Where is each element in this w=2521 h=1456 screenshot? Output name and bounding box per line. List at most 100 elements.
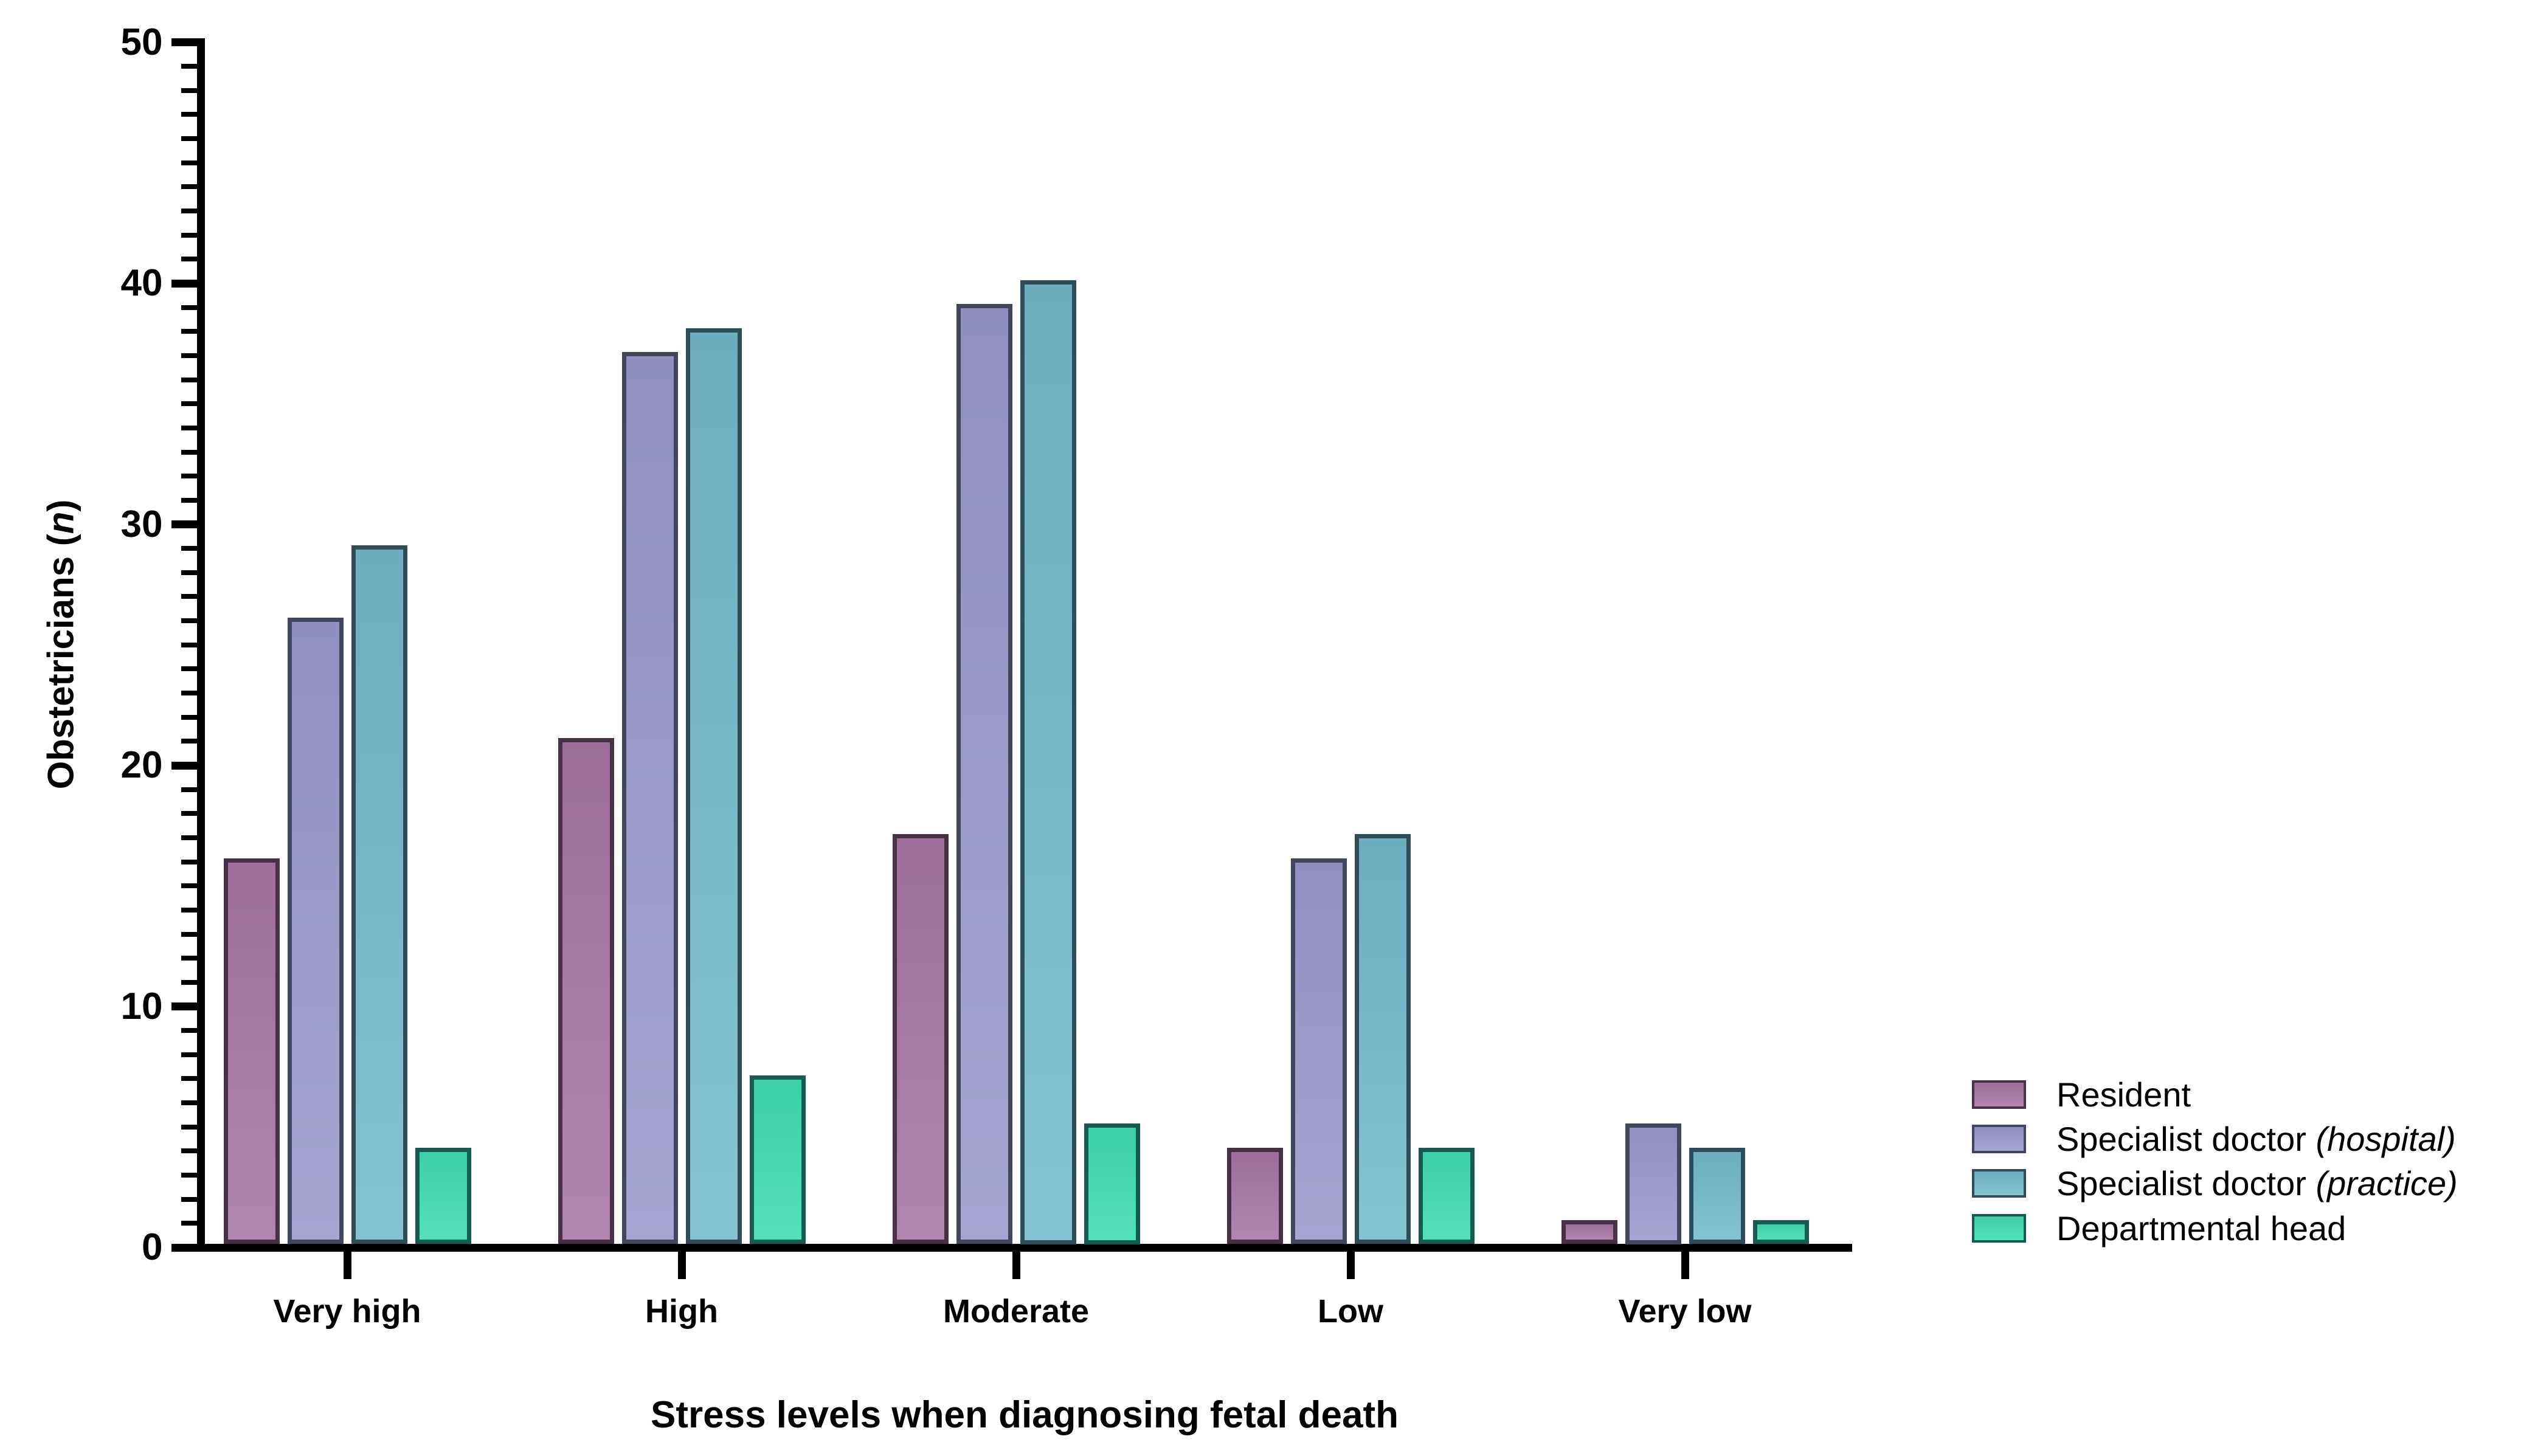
y-minor-tick [181,811,197,816]
legend-label-italic-text: (hospital) [2315,1120,2456,1158]
bar-resident-low [1226,1147,1283,1244]
legend-label-text: Resident [2056,1075,2191,1114]
y-major-tick [171,1002,197,1010]
x-category-tick [343,1251,351,1279]
y-minor-tick [181,353,197,358]
x-axis-title: Stress levels when diagnosing fetal deat… [650,1394,1399,1436]
legend-swatch-3 [1972,1169,2026,1198]
y-minor-tick [181,232,197,238]
bar-resident-high [558,737,614,1244]
y-minor-tick [181,401,197,407]
y-minor-tick [181,618,197,624]
y-minor-tick [181,666,197,672]
bar-specialist-doctor-very-low [1689,1147,1745,1244]
legend-label-4: Departmental head [2056,1212,2346,1246]
legend-swatch-1 [1972,1080,2026,1109]
legend-label-2: Specialist doctor (hospital) [2056,1122,2456,1156]
bar-departmental-head-very-low [1752,1220,1809,1244]
y-minor-tick [181,1052,197,1057]
y-minor-tick [181,377,197,382]
y-minor-tick [181,497,197,503]
y-minor-tick [181,570,197,575]
x-category-tick [677,1251,686,1279]
legend-label-text: Specialist doctor [2056,1164,2316,1202]
y-minor-tick [181,160,197,165]
y-minor-tick [181,642,197,647]
legend-swatch-4 [1972,1214,2026,1243]
y-minor-tick [181,64,197,69]
y-minor-tick [181,787,197,792]
bar-specialist-doctor-very-high [287,617,344,1244]
y-minor-tick [181,859,197,864]
bar-resident-very-low [1561,1220,1617,1244]
y-minor-tick [181,907,197,913]
y-minor-tick [181,1221,197,1226]
y-minor-tick [181,1076,197,1082]
legend-label-text: Specialist doctor [2056,1120,2316,1158]
y-minor-tick [181,257,197,262]
bar-resident-very-high [223,858,280,1244]
y-minor-tick [181,449,197,455]
y-minor-tick [181,931,197,937]
y-minor-tick [181,835,197,840]
y-tick-label: 30 [120,503,163,545]
y-minor-tick [181,1124,197,1130]
y-tick-label: 20 [120,744,163,786]
y-tick-label: 0 [142,1226,163,1268]
y-minor-tick [181,883,197,889]
y-minor-tick [181,425,197,430]
y-minor-tick [181,1173,197,1178]
x-category-tick [1346,1251,1355,1279]
y-major-tick [171,38,197,46]
bar-specialist-doctor-high [621,352,678,1244]
bar-departmental-head-high [749,1075,806,1244]
x-category-tick [1681,1251,1689,1279]
y-minor-tick [181,594,197,599]
y-minor-tick [181,1100,197,1106]
bar-resident-moderate [892,834,949,1244]
y-minor-tick [181,305,197,310]
y-major-tick [171,279,197,288]
y-minor-tick [181,956,197,961]
y-minor-tick [181,209,197,214]
legend-label-italic-text: (practice) [2315,1164,2458,1202]
legend-label-1: Resident [2056,1078,2191,1112]
y-minor-tick [181,1148,197,1154]
legend-swatch-2 [1972,1125,2026,1153]
y-major-tick [171,761,197,770]
x-category-label: Very low [1618,1293,1752,1330]
bar-specialist-doctor-low [1290,858,1347,1244]
x-axis-line [196,1243,1852,1252]
y-minor-tick [181,739,197,744]
x-category-tick [1012,1251,1020,1279]
y-minor-tick [181,184,197,190]
legend-label-text: Departmental head [2056,1209,2346,1247]
bar-departmental-head-moderate [1084,1123,1140,1244]
y-tick-label: 40 [120,262,163,304]
y-axis-line [196,38,205,1252]
y-minor-tick [181,979,197,985]
y-major-tick [171,1243,197,1252]
y-minor-tick [181,88,197,93]
bar-specialist-doctor-low [1354,834,1411,1244]
bar-specialist-doctor-very-low [1625,1123,1681,1244]
y-tick-label: 50 [120,21,163,63]
y-minor-tick [181,112,197,117]
y-minor-tick [181,329,197,334]
y-minor-tick [181,474,197,479]
y-major-tick [171,520,197,528]
bar-specialist-doctor-high [685,328,742,1244]
bar-departmental-head-low [1418,1147,1475,1244]
y-tick-label: 10 [120,985,163,1027]
y-minor-tick [181,691,197,696]
x-category-label: Very high [273,1293,421,1330]
x-category-label: High [645,1293,718,1330]
legend-label-3: Specialist doctor (practice) [2056,1167,2458,1201]
y-minor-tick [181,714,197,720]
x-category-label: Moderate [942,1293,1090,1330]
bar-specialist-doctor-moderate [1020,280,1076,1244]
y-minor-tick [181,1028,197,1033]
y-minor-tick [181,546,197,551]
x-category-label: Low [1318,1293,1383,1330]
